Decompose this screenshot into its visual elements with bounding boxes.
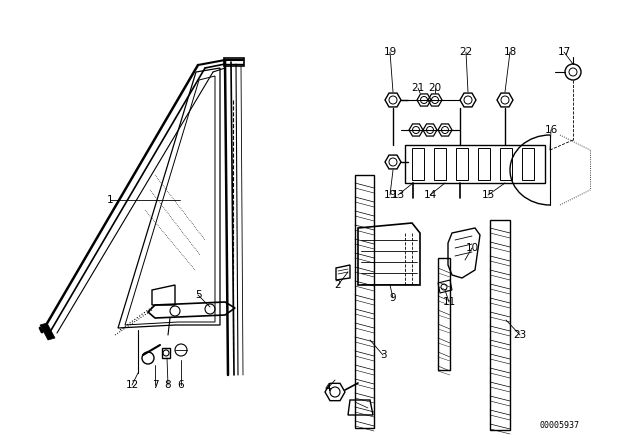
Polygon shape — [40, 323, 55, 340]
Text: 4: 4 — [324, 383, 332, 393]
Text: 6: 6 — [178, 380, 184, 390]
Text: 8: 8 — [164, 380, 172, 390]
Text: 3: 3 — [380, 350, 387, 360]
Text: 20: 20 — [428, 83, 442, 93]
Text: 15: 15 — [481, 190, 495, 200]
Text: 19: 19 — [383, 47, 397, 57]
Text: 5: 5 — [195, 290, 202, 300]
Text: 2: 2 — [335, 280, 341, 290]
Text: 11: 11 — [442, 297, 456, 307]
Text: 10: 10 — [465, 243, 479, 253]
Text: 19: 19 — [383, 190, 397, 200]
Text: 13: 13 — [392, 190, 404, 200]
Text: 21: 21 — [412, 83, 424, 93]
Text: 1: 1 — [107, 195, 113, 205]
Text: 16: 16 — [545, 125, 557, 135]
Text: 00005937: 00005937 — [540, 421, 580, 430]
Text: 17: 17 — [557, 47, 571, 57]
Text: 14: 14 — [424, 190, 436, 200]
Text: 22: 22 — [460, 47, 472, 57]
Text: 9: 9 — [390, 293, 396, 303]
Text: 23: 23 — [513, 330, 527, 340]
Text: 18: 18 — [504, 47, 516, 57]
Text: 12: 12 — [125, 380, 139, 390]
Text: 7: 7 — [152, 380, 158, 390]
